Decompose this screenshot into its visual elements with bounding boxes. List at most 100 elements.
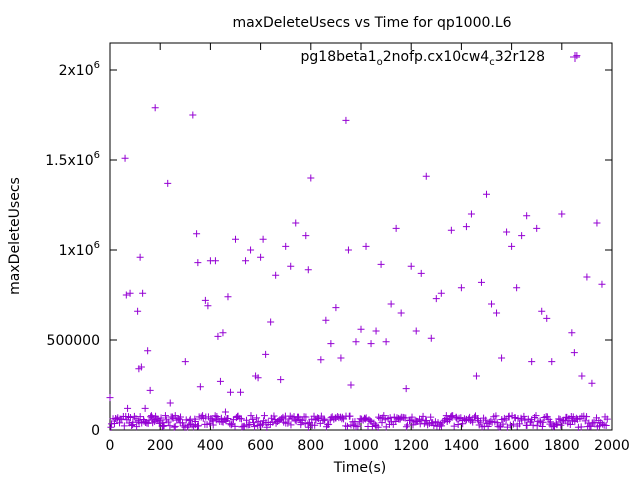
data-point bbox=[382, 338, 390, 346]
baseline-point bbox=[170, 423, 178, 431]
data-point bbox=[457, 284, 465, 292]
data-point bbox=[242, 257, 250, 265]
baseline-point bbox=[469, 418, 477, 426]
data-point bbox=[417, 269, 425, 277]
data-point bbox=[533, 224, 541, 232]
baseline-point bbox=[449, 412, 457, 420]
data-point bbox=[193, 230, 201, 238]
data-point bbox=[214, 332, 222, 340]
data-point bbox=[483, 190, 490, 198]
baseline-point bbox=[446, 416, 454, 424]
data-point bbox=[563, 413, 571, 421]
data-point bbox=[226, 388, 234, 396]
y-axis-label: maxDeleteUsecs bbox=[7, 177, 23, 295]
data-point bbox=[257, 253, 265, 261]
data-point bbox=[267, 318, 275, 326]
baseline-point bbox=[419, 412, 427, 420]
data-point bbox=[129, 421, 137, 429]
data-point bbox=[121, 154, 129, 162]
data-point bbox=[598, 280, 606, 288]
baseline-point bbox=[247, 412, 255, 420]
data-point bbox=[568, 329, 576, 337]
data-point bbox=[427, 334, 435, 342]
data-point bbox=[147, 412, 155, 420]
baseline-point bbox=[186, 417, 194, 425]
chart-title: maxDeleteUsecs vs Time for qp1000.L6 bbox=[232, 15, 511, 31]
baseline-point bbox=[484, 422, 492, 430]
baseline-point bbox=[260, 412, 268, 420]
y-tick-label: 1x106 bbox=[59, 240, 100, 259]
baseline-point bbox=[366, 417, 374, 425]
baseline-point bbox=[552, 419, 560, 427]
data-point bbox=[287, 262, 295, 270]
baseline-point bbox=[115, 419, 123, 427]
baseline-point bbox=[465, 415, 473, 423]
data-point bbox=[139, 289, 147, 297]
data-point bbox=[134, 307, 142, 315]
baseline-point bbox=[520, 412, 528, 420]
baseline-point bbox=[249, 415, 257, 423]
data-point bbox=[588, 379, 596, 387]
baseline-point bbox=[168, 413, 176, 421]
data-point bbox=[221, 408, 229, 416]
data-point bbox=[282, 242, 290, 250]
baseline-point bbox=[164, 418, 172, 426]
data-point bbox=[513, 284, 521, 292]
axes: 0 200 400 600 800 1000 1200 1400 1600 1800 2000 0 50… bbox=[45, 42, 630, 454]
data-point bbox=[304, 266, 312, 274]
legend-label: pg18beta1o2nofp.cx10cw4c32r128 bbox=[301, 49, 545, 68]
baseline-point bbox=[591, 419, 599, 427]
data-point bbox=[362, 242, 370, 250]
data-point bbox=[407, 262, 415, 270]
data-point bbox=[106, 394, 114, 402]
baseline-point bbox=[361, 415, 369, 423]
baseline-point bbox=[380, 412, 388, 420]
baseline-point bbox=[533, 422, 541, 430]
baseline-point bbox=[599, 420, 607, 428]
data-point bbox=[196, 383, 204, 391]
data-point bbox=[181, 358, 189, 366]
data-point bbox=[467, 210, 475, 218]
data-point bbox=[357, 325, 365, 333]
baseline-point bbox=[596, 422, 604, 430]
y-tick-label: 0 bbox=[91, 423, 100, 439]
data-point bbox=[402, 385, 410, 393]
baseline-point bbox=[227, 421, 235, 429]
data-point bbox=[437, 289, 445, 297]
baseline-point bbox=[246, 420, 254, 428]
data-point bbox=[583, 273, 591, 281]
baseline-point bbox=[523, 421, 531, 429]
x-tick-label: 1000 bbox=[343, 438, 379, 454]
data-point bbox=[164, 179, 172, 187]
data-point bbox=[176, 419, 184, 427]
baseline-point bbox=[257, 421, 265, 429]
y-tick-label: 500000 bbox=[47, 333, 100, 349]
baseline-point bbox=[136, 413, 144, 421]
baseline-point bbox=[496, 423, 504, 431]
data-point bbox=[503, 228, 511, 236]
x-tick-label: 1400 bbox=[444, 438, 480, 454]
data-point bbox=[488, 300, 496, 308]
data-point bbox=[307, 174, 315, 182]
data-point bbox=[259, 235, 267, 243]
data-point bbox=[452, 413, 460, 421]
data-point bbox=[297, 421, 305, 429]
data-point bbox=[189, 111, 197, 119]
data-point bbox=[146, 386, 154, 394]
baseline-point bbox=[166, 422, 174, 430]
data-point bbox=[518, 232, 526, 240]
baseline-point bbox=[381, 416, 389, 424]
x-axis-label: Time(s) bbox=[333, 460, 386, 476]
data-point bbox=[493, 309, 501, 317]
baseline-point bbox=[375, 413, 383, 421]
data-point bbox=[149, 419, 157, 427]
baseline-point bbox=[569, 413, 577, 421]
baseline-point bbox=[536, 417, 544, 425]
data-point bbox=[136, 253, 144, 261]
baseline-point bbox=[195, 422, 203, 430]
baseline-point bbox=[149, 416, 157, 424]
data-point bbox=[292, 219, 300, 227]
baseline-point bbox=[354, 422, 362, 430]
